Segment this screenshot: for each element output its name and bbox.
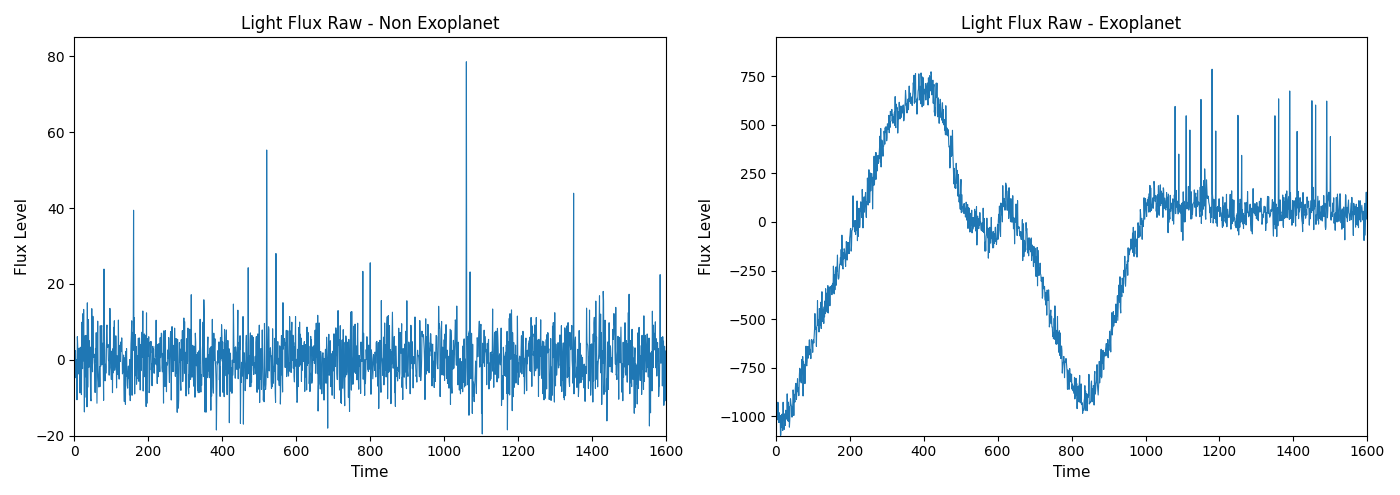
X-axis label: Time: Time <box>351 465 389 480</box>
Y-axis label: Flux Level: Flux Level <box>699 198 714 275</box>
Y-axis label: Flux Level: Flux Level <box>15 198 29 275</box>
Title: Light Flux Raw - Exoplanet: Light Flux Raw - Exoplanet <box>962 15 1182 33</box>
Title: Light Flux Raw - Non Exoplanet: Light Flux Raw - Non Exoplanet <box>241 15 500 33</box>
X-axis label: Time: Time <box>1053 465 1091 480</box>
